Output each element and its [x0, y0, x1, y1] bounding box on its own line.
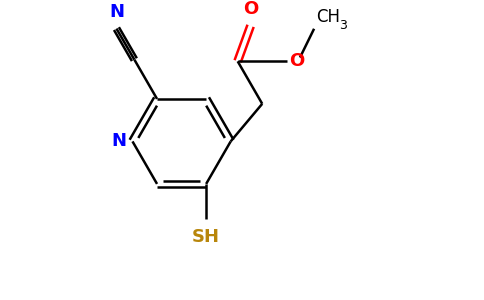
- Text: N: N: [109, 3, 124, 21]
- Text: CH: CH: [316, 8, 340, 26]
- Text: O: O: [243, 0, 258, 18]
- Text: SH: SH: [192, 228, 220, 246]
- Text: 3: 3: [339, 19, 347, 32]
- Text: N: N: [112, 132, 127, 150]
- Text: O: O: [288, 52, 304, 70]
